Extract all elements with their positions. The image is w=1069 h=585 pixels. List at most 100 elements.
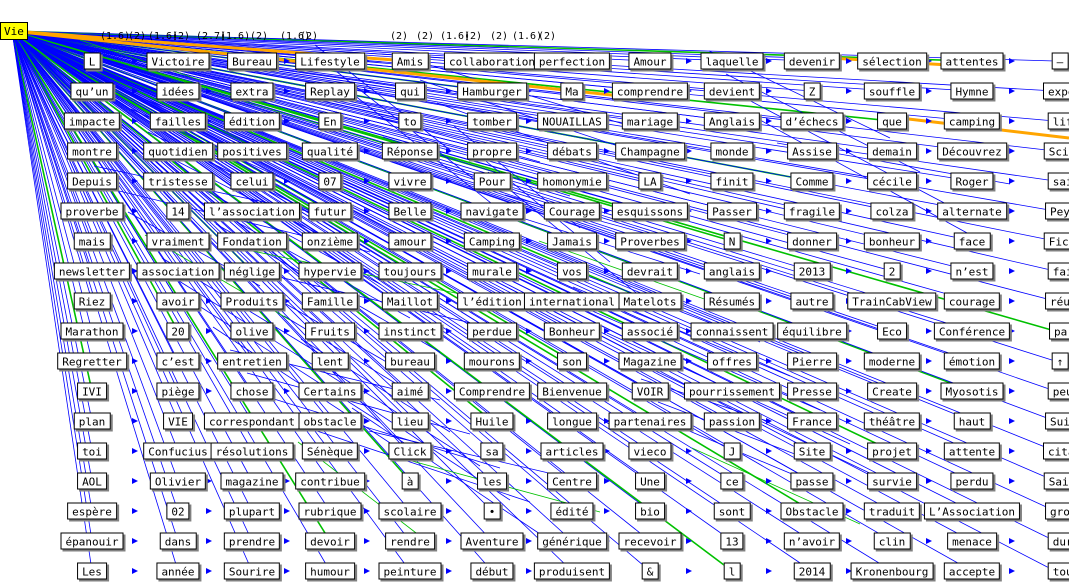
node-newsletter[interactable]: newsletter [53,262,131,280]
node-reunie[interactable]: réunie [1045,292,1069,310]
node-2[interactable]: 2 [883,262,901,280]
node-dure[interactable]: dure [1047,532,1069,550]
node-obstacle[interactable]: Obstacle [780,502,844,520]
node-riez[interactable]: Riez [73,292,111,310]
node-qu-un[interactable]: qu’un [70,82,114,100]
node-plupart[interactable]: plupart [223,502,281,520]
node-dans[interactable]: dans [159,532,197,550]
node-amour[interactable]: amour [388,232,432,250]
node-clin[interactable]: clin [873,532,911,550]
node-homonymie[interactable]: homonymie [537,172,607,190]
node-attentes[interactable]: attentes [940,52,1004,70]
node-fragile[interactable]: fragile [783,202,841,220]
node-lent[interactable]: lent [311,352,349,370]
node-projet[interactable]: projet [867,442,917,460]
node-replay[interactable]: Replay [305,82,355,100]
node-bureau[interactable]: bureau [385,352,435,370]
node-survie[interactable]: survie [867,472,917,490]
node-fruits[interactable]: Fruits [305,322,355,340]
node-toujours[interactable]: toujours [378,262,442,280]
node-courage[interactable]: Courage [543,202,601,220]
node-confucius[interactable]: Confucius [143,442,213,460]
node-en[interactable]: En [318,112,342,130]
node-lieu[interactable]: lieu [391,412,429,430]
node-fiction[interactable]: Fiction [1043,232,1069,250]
node-2013[interactable]: 2013 [793,262,831,280]
node-murale[interactable]: murale [467,262,517,280]
node-02[interactable]: 02 [166,502,190,520]
node-epanouir[interactable]: épanouir [60,532,124,550]
node-citation[interactable]: citation [1043,442,1069,460]
node-produisent[interactable]: produisent [533,562,611,580]
node-famille[interactable]: Famille [301,292,359,310]
node-colza[interactable]: colza [870,202,914,220]
node-connaissent[interactable]: connaissent [690,322,774,340]
node-rendre[interactable]: rendre [385,532,435,550]
node-magazine[interactable]: magazine [220,472,284,490]
node-entretien[interactable]: entretien [217,352,287,370]
node-ce[interactable]: ce [720,472,744,490]
node-onzieme[interactable]: onzième [301,232,359,250]
node-assise[interactable]: Assise [787,142,837,160]
node-emotion[interactable]: émotion [943,352,1001,370]
node-conference[interactable]: Conférence [933,322,1011,340]
node-autre[interactable]: autre [790,292,834,310]
node-failles[interactable]: failles [149,112,207,130]
node-plan[interactable]: plan [73,412,111,430]
node-monde[interactable]: monde [710,142,754,160]
node-une[interactable]: Une [635,472,665,490]
node-france[interactable]: France [787,412,837,430]
node-montre[interactable]: montre [67,142,117,160]
node-regretter[interactable]: Regretter [57,352,127,370]
node-l-association[interactable]: l’association [203,202,301,220]
node-presse[interactable]: Presse [787,382,837,400]
node-peyron[interactable]: Peyron [1045,202,1069,220]
node-amis[interactable]: Amis [391,52,429,70]
node-n-avoir[interactable]: n’avoir [783,532,841,550]
node-partenaires[interactable]: partenaires [608,412,692,430]
node-olive[interactable]: olive [230,322,274,340]
node-passion[interactable]: passion [703,412,761,430]
node-c-est[interactable]: c’est [156,352,200,370]
node-peux[interactable]: peux [1047,382,1069,400]
node-edite[interactable]: édité [550,502,594,520]
node-14[interactable]: 14 [166,202,190,220]
node-a[interactable]: à [401,472,419,490]
node-centre[interactable]: Centre [547,472,597,490]
node-offres[interactable]: offres [707,352,757,370]
node-esquissons[interactable]: esquissons [611,202,689,220]
node-instinct[interactable]: instinct [378,322,442,340]
node-debats[interactable]: débats [547,142,597,160]
node-hymne[interactable]: Hymne [950,82,994,100]
node-qui[interactable]: qui [395,82,425,100]
node-haut[interactable]: haut [953,412,991,430]
node-humour[interactable]: humour [305,562,355,580]
node-camping[interactable]: camping [943,112,1001,130]
node-aol[interactable]: AOL [77,472,107,490]
node-l-edition[interactable]: l’édition [457,292,527,310]
node-seneque[interactable]: Sénèque [301,442,359,460]
node-accepte[interactable]: accepte [943,562,1001,580]
node-international[interactable]: international [523,292,621,310]
node-expedition[interactable]: expédition [1043,82,1069,100]
node-devient[interactable]: devient [703,82,761,100]
node-sailing[interactable]: Sailing [1043,472,1069,490]
node-qualite[interactable]: qualité [301,142,359,160]
node-obstacle[interactable]: obstacle [298,412,362,430]
node-click[interactable]: Click [388,442,432,460]
node-reponse[interactable]: Réponse [381,142,439,160]
node-eco[interactable]: Eco [877,322,907,340]
node-la[interactable]: LA [638,172,662,190]
node-traduit[interactable]: traduit [863,502,921,520]
node-bienvenue[interactable]: Bienvenue [537,382,607,400]
node-vraiment[interactable]: vraiment [146,232,210,250]
node-alternate[interactable]: alternate [937,202,1007,220]
node-les[interactable]: Les [77,562,107,580]
node-victoire[interactable]: Victoire [146,52,210,70]
node-aventure[interactable]: Aventure [460,532,524,550]
node-edition[interactable]: édition [223,112,281,130]
node-avoir[interactable]: avoir [156,292,200,310]
node-devrait[interactable]: devrait [621,262,679,280]
node-tristesse[interactable]: tristesse [143,172,213,190]
node-belle[interactable]: Belle [388,202,432,220]
